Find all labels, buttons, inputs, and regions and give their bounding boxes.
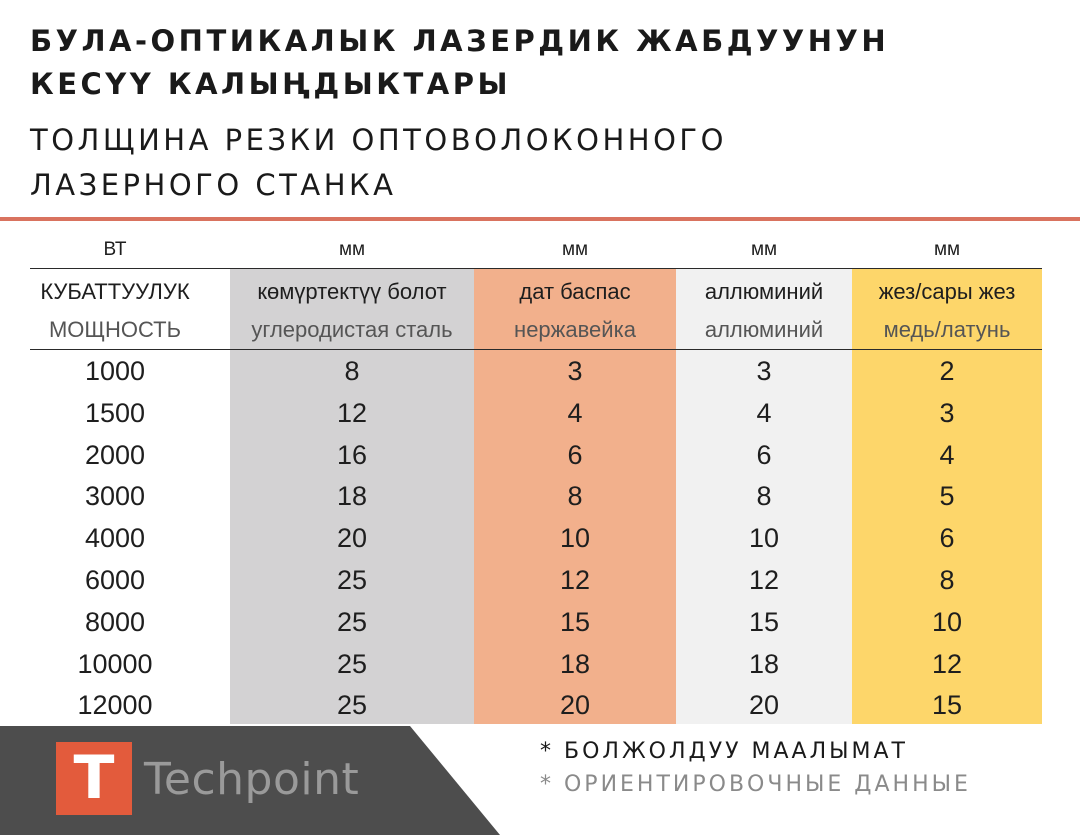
accent-divider (0, 217, 1080, 221)
thickness-cell: 25 (336, 606, 368, 637)
note-ru: * ОРИЕНТИРОВОЧНЫЕ ДАННЫЕ (540, 772, 971, 797)
power-cell: 1000 (84, 356, 146, 386)
thickness-cell: 6 (939, 523, 955, 554)
thickness-cell: 8 (756, 481, 772, 512)
thickness-cell: 3 (939, 397, 955, 428)
title-ky-line2: КЕСҮҮ КАЛЫҢДЫКТАРЫ (30, 67, 512, 101)
column-header-ky: жез/сары жез (878, 279, 1016, 304)
title-ru-line2: ЛАЗЕРНОГО СТАНКА (30, 168, 397, 202)
thickness-cell: 18 (748, 648, 780, 679)
column-header-ky: аллюминий (704, 279, 824, 304)
thickness-cell: 10 (559, 523, 591, 554)
thickness-cell: 10 (931, 606, 963, 637)
column-unit: мм (933, 239, 961, 260)
title-ky: БУЛА-ОПТИКАЛЫК ЛАЗЕРДИК ЖАБДУУНУН КЕСҮҮ … (30, 20, 889, 106)
column-header-ky: КУБАТТУУЛУК (40, 279, 190, 304)
power-cell: 10000 (77, 648, 153, 679)
power-cell: 3000 (84, 481, 146, 512)
thickness-cell: 2 (939, 356, 955, 386)
thickness-cell: 12 (559, 565, 591, 595)
column-unit: мм (561, 239, 589, 260)
thickness-cell: 20 (748, 690, 780, 721)
note-ky: * БОЛЖОЛДУУ МААЛЫМАТ (540, 739, 908, 764)
thickness-cell: 12 (931, 648, 963, 679)
column-unit: ВТ (103, 239, 127, 260)
logo-mark (56, 742, 132, 815)
thickness-cell: 4 (756, 397, 772, 428)
thickness-cell: 15 (748, 606, 780, 637)
thickness-cell: 20 (336, 523, 368, 554)
power-cell: 12000 (77, 690, 153, 721)
title-ru: ТОЛЩИНА РЕЗКИ ОПТОВОЛОКОННОГО ЛАЗЕРНОГО … (30, 118, 727, 208)
header-top-rule (30, 268, 1042, 269)
thickness-cell: 25 (336, 648, 368, 679)
column-header-ru: аллюминий (704, 317, 824, 342)
column-background (230, 268, 474, 724)
header-bottom-rule (30, 349, 1042, 350)
thickness-cell: 10 (748, 523, 780, 554)
thickness-cell: 18 (336, 481, 368, 512)
column-background (474, 268, 676, 724)
thickness-cell: 15 (931, 690, 963, 721)
power-cell: 1500 (84, 397, 146, 428)
thickness-cell: 12 (336, 397, 368, 428)
title-ky-line1: БУЛА-ОПТИКАЛЫК ЛАЗЕРДИК ЖАБДУУНУН (30, 24, 890, 58)
thickness-cell: 3 (567, 356, 583, 386)
thickness-cell: 25 (336, 565, 368, 595)
thickness-cell: 12 (748, 565, 780, 595)
thickness-cell: 16 (336, 439, 368, 470)
column-header-ru: медь/латунь (883, 317, 1011, 342)
column-background (852, 268, 1042, 724)
power-cell: 4000 (84, 523, 146, 554)
column-header-ru: углеродистая сталь (251, 317, 453, 342)
column-header-ky: дат баспас (519, 279, 631, 304)
column-header-ru: МОЩНОСТЬ (48, 317, 182, 342)
thickness-cell: 15 (559, 606, 591, 637)
thickness-cell: 8 (939, 565, 955, 595)
thickness-cell: 6 (756, 439, 772, 470)
column-unit: мм (750, 239, 778, 260)
thickness-cell: 6 (567, 439, 583, 470)
thickness-cell: 5 (939, 481, 955, 512)
thickness-cell: 4 (939, 439, 955, 470)
power-cell: 8000 (84, 606, 146, 637)
power-cell: 6000 (84, 565, 146, 595)
logo-wordmark: Techpoint (144, 754, 360, 805)
thickness-cell: 8 (567, 481, 583, 512)
column-unit: мм (338, 239, 366, 260)
thickness-cell: 20 (559, 690, 591, 721)
thickness-cell: 8 (344, 356, 360, 386)
thickness-cell: 18 (559, 648, 591, 679)
thickness-cell: 3 (756, 356, 772, 386)
thickness-cell: 25 (336, 690, 368, 721)
power-cell: 2000 (84, 439, 146, 470)
logo-letter: T (73, 743, 115, 813)
column-background (676, 268, 852, 724)
column-header-ky: көмүртектүү болот (257, 279, 447, 304)
thickness-cell: 4 (567, 397, 583, 428)
title-ru-line1: ТОЛЩИНА РЕЗКИ ОПТОВОЛОКОННОГО (30, 123, 727, 157)
column-header-ru: нержавейка (514, 317, 636, 342)
